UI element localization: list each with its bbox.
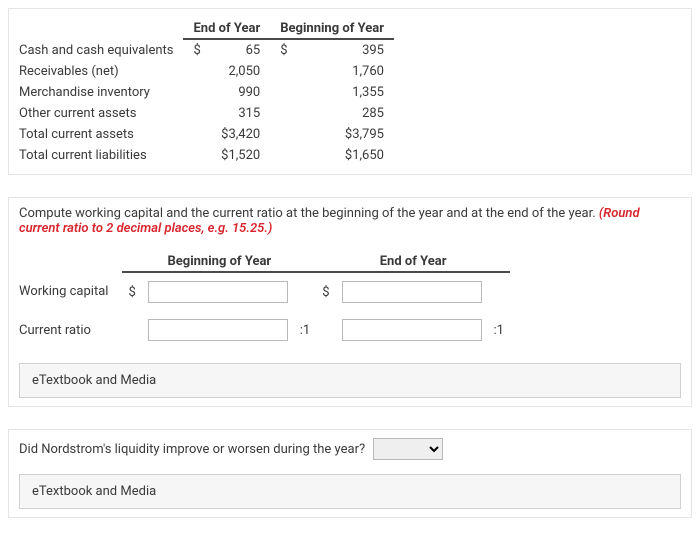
row-beg-value: $1,650 — [288, 145, 394, 166]
row-end-value: $3,420 — [201, 124, 270, 145]
current-ratio-end-input[interactable] — [342, 319, 482, 341]
table-row: Total current liabilities $1,520 $1,650 — [19, 145, 394, 166]
row-label: Total current assets — [19, 124, 183, 145]
row-beg-value: 285 — [288, 103, 394, 124]
row-beg-currency — [270, 82, 287, 103]
liquidity-question-text: Did Nordstrom's liquidity improve or wor… — [19, 442, 365, 457]
row-beg-currency — [270, 145, 287, 166]
liquidity-select[interactable] — [373, 438, 443, 460]
blank-header — [19, 17, 183, 39]
question-working-capital-panel: Compute working capital and the current … — [8, 197, 692, 407]
row-beg-currency: $ — [270, 39, 287, 61]
row-end-currency: $ — [183, 39, 200, 61]
row-end-currency — [183, 145, 200, 166]
row-label: Merchandise inventory — [19, 82, 183, 103]
row-beg-value: $3,795 — [288, 124, 394, 145]
row-beg-value: 1,760 — [288, 61, 394, 82]
row-end-currency — [183, 103, 200, 124]
ratio-suffix: :1 — [294, 311, 316, 349]
working-capital-beginning-input[interactable] — [148, 281, 288, 303]
row-label: Total current liabilities — [19, 145, 183, 166]
financial-table: End of Year Beginning of Year Cash and c… — [19, 17, 394, 166]
table-row: Other current assets 315 285 — [19, 103, 394, 124]
row-end-value: $1,520 — [201, 145, 270, 166]
table-row: Cash and cash equivalents $ 65 $ 395 — [19, 39, 394, 61]
instruction-text: Compute working capital and the current … — [19, 206, 681, 236]
working-capital-row: Working capital $ $ — [19, 272, 510, 311]
row-beg-value: 395 — [288, 39, 394, 61]
table-row: Receivables (net) 2,050 1,760 — [19, 61, 394, 82]
row-beg-currency — [270, 61, 287, 82]
instruction-main: Compute working capital and the current … — [19, 206, 599, 221]
end-of-year-header: End of Year — [183, 17, 270, 39]
table-row: Total current assets $3,420 $3,795 — [19, 124, 394, 145]
dollar-sign: $ — [122, 272, 141, 311]
row-end-currency — [183, 61, 200, 82]
ratio-suffix: :1 — [488, 311, 510, 349]
table-row: Merchandise inventory 990 1,355 — [19, 82, 394, 103]
beginning-of-year-header: Beginning of Year — [270, 17, 394, 39]
col-beginning-header: Beginning of Year — [122, 250, 316, 272]
dollar-sign: $ — [316, 272, 335, 311]
row-label: Cash and cash equivalents — [19, 39, 183, 61]
row-label: Other current assets — [19, 103, 183, 124]
financial-data-panel: End of Year Beginning of Year Cash and c… — [8, 8, 692, 175]
current-ratio-label: Current ratio — [19, 311, 122, 349]
liquidity-question-row: Did Nordstrom's liquidity improve or wor… — [19, 438, 681, 460]
row-end-value: 2,050 — [201, 61, 270, 82]
current-ratio-beginning-input[interactable] — [148, 319, 288, 341]
answer-grid: Beginning of Year End of Year Working ca… — [19, 250, 510, 349]
current-ratio-row: Current ratio :1 :1 — [19, 311, 510, 349]
row-beg-currency — [270, 103, 287, 124]
working-capital-label: Working capital — [19, 272, 122, 311]
working-capital-end-input[interactable] — [342, 281, 482, 303]
etextbook-media-label: eTextbook and Media — [32, 484, 156, 499]
etextbook-media-button[interactable]: eTextbook and Media — [19, 363, 681, 398]
etextbook-media-button[interactable]: eTextbook and Media — [19, 474, 681, 509]
row-end-value: 315 — [201, 103, 270, 124]
row-label: Receivables (net) — [19, 61, 183, 82]
etextbook-media-label: eTextbook and Media — [32, 373, 156, 388]
row-beg-value: 1,355 — [288, 82, 394, 103]
row-end-value: 990 — [201, 82, 270, 103]
row-end-currency — [183, 82, 200, 103]
row-beg-currency — [270, 124, 287, 145]
col-end-header: End of Year — [316, 250, 510, 272]
question-liquidity-panel: Did Nordstrom's liquidity improve or wor… — [8, 429, 692, 518]
row-end-currency — [183, 124, 200, 145]
row-end-value: 65 — [201, 39, 270, 61]
